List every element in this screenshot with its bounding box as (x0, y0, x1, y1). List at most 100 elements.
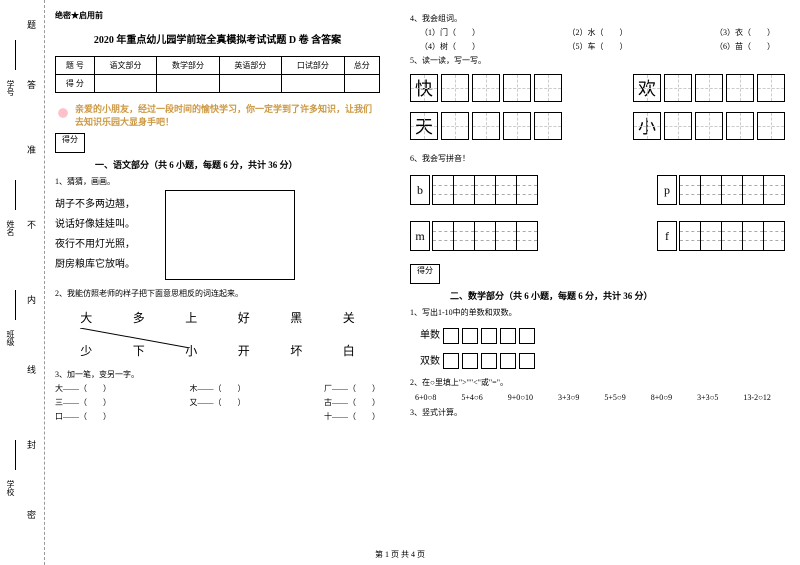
char: 关 (343, 309, 355, 326)
math-item: 8+0○9 (651, 393, 672, 402)
pinyin-cell (495, 175, 517, 205)
char-cell (441, 112, 469, 140)
char-cell (664, 112, 692, 140)
table-cell (282, 75, 344, 93)
char: 少 (80, 342, 92, 359)
word-item: （2）水（ ） (568, 27, 628, 38)
table-cell: 得 分 (56, 75, 95, 93)
blank-item: 木——（ ） (190, 383, 246, 394)
pinyin-cell (453, 175, 475, 205)
char-practice-grid: 欢 (633, 74, 785, 102)
table-header: 题 号 (56, 57, 95, 75)
math-item: 5+5○9 (604, 393, 625, 402)
gutter-text: 题 (25, 20, 38, 29)
right-column: 4、我会组词。 （1）门（ ） （2）水（ ） （3）衣（ ） （4）树（ ） … (395, 0, 800, 565)
table-header: 数学部分 (157, 57, 219, 75)
poem: 胡子不多两边翘， 说话好像娃娃叫。 夜行不用灯光照， 厨房粮库它放哨。 (55, 195, 135, 275)
question-text: 6、我会写拼音！ (410, 153, 785, 164)
gutter-underline (15, 290, 16, 320)
char-cell: 欢 (633, 74, 661, 102)
pinyin-cell (700, 175, 722, 205)
gutter-field: 学校 (5, 480, 16, 496)
num-box (481, 328, 497, 344)
char-cell (695, 112, 723, 140)
math-item: 6+0○8 (415, 393, 436, 402)
pinyin-grid (680, 221, 785, 251)
table-cell (94, 75, 156, 93)
char-cell (441, 74, 469, 102)
char-cell (695, 74, 723, 102)
table-header: 英语部分 (219, 57, 281, 75)
num-box (443, 353, 459, 369)
drawing-box (165, 190, 295, 280)
pinyin-cell (679, 175, 701, 205)
char: 大 (80, 309, 92, 326)
odd-label: 单数 (420, 330, 440, 341)
pinyin-cell (432, 175, 454, 205)
pinyin-cell (763, 175, 785, 205)
left-column: 绝密★启用前 2020 年重点幼儿园学前班全真模拟考试试题 D 卷 含答案 题 … (45, 0, 395, 565)
gutter-field: 班级 (5, 330, 16, 346)
table-cell (344, 75, 379, 93)
question-text: 5、读一读，写一写。 (410, 55, 785, 66)
char-cell: 天 (410, 112, 438, 140)
pinyin-cell (721, 175, 743, 205)
char: 白 (343, 342, 355, 359)
math-item: 9+0○10 (508, 393, 533, 402)
math-item: 3+3○5 (697, 393, 718, 402)
table-header: 总分 (344, 57, 379, 75)
gutter-text: 不 (25, 220, 38, 229)
pinyin-cell (679, 221, 701, 251)
num-box (443, 328, 459, 344)
math-item: 13-2○12 (743, 393, 771, 402)
question-text: 1、猜猜，画画。 (55, 176, 380, 187)
binding-gutter: 题 答 准 不 内 线 封 密 学号 姓名 班级 学校 (0, 0, 45, 565)
pinyin-cell (474, 175, 496, 205)
fill-blank-row: 三——（ ） 又——（ ） 古——（ ） (55, 397, 380, 408)
num-box (519, 328, 535, 344)
question-text: 3、竖式计算。 (410, 407, 785, 418)
word-group-row: （1）门（ ） （2）水（ ） （3）衣（ ） (410, 27, 785, 38)
word-item: （4）树（ ） (420, 41, 480, 52)
confidential-label: 绝密★启用前 (55, 10, 380, 21)
pinyin-cell (742, 221, 764, 251)
pinyin-cell (453, 221, 475, 251)
pinyin-cell (721, 221, 743, 251)
odd-number-row: 单数 (420, 326, 775, 344)
page-footer: 第 1 页 共 4 页 (0, 549, 800, 560)
char-cell (726, 74, 754, 102)
char-cell (534, 74, 562, 102)
gutter-field: 学号 (5, 80, 16, 96)
poem-line: 胡子不多两边翘， (55, 195, 135, 215)
question-text: 1、写出1-10中的单数和双数。 (410, 307, 785, 318)
char-cell (664, 74, 692, 102)
char-practice-grid: 小 (633, 112, 785, 140)
char: 好 (238, 309, 250, 326)
poem-line: 夜行不用灯光照， (55, 235, 135, 255)
pinyin-grid (433, 175, 538, 205)
gutter-text: 封 (25, 440, 38, 449)
char: 上 (185, 309, 197, 326)
question-text: 3、加一笔，变另一字。 (55, 369, 380, 380)
num-box (500, 328, 516, 344)
comparison-row: 6+0○8 5+4○6 9+0○10 3+3○9 5+5○9 8+0○9 3+3… (415, 393, 780, 402)
word-item: （3）衣（ ） (715, 27, 775, 38)
pinyin-cell (516, 175, 538, 205)
intro-text: 亲爱的小朋友，经过一段时间的愉快学习，你一定学到了许多知识，让我们去知识乐园大显… (55, 103, 380, 128)
char-cell: 小 (633, 112, 661, 140)
poem-line: 厨房粮库它放哨。 (55, 255, 135, 275)
char-practice-grid: 快 (410, 74, 562, 102)
pinyin-grid (680, 175, 785, 205)
blank-item: 又——（ ） (190, 397, 246, 408)
question-text: 2、在○里填上">""<"或"="。 (410, 377, 785, 388)
pinyin-cell (516, 221, 538, 251)
pinyin-practice-row: p (657, 175, 785, 205)
pinyin-cell (742, 175, 764, 205)
pinyin-practice-row: f (657, 221, 785, 251)
char-cell: 快 (410, 74, 438, 102)
char-cell (472, 112, 500, 140)
blank-item: 三——（ ） (55, 397, 111, 408)
char-practice-grid: 天 (410, 112, 562, 140)
char-cell (503, 74, 531, 102)
gutter-text: 答 (25, 80, 38, 89)
